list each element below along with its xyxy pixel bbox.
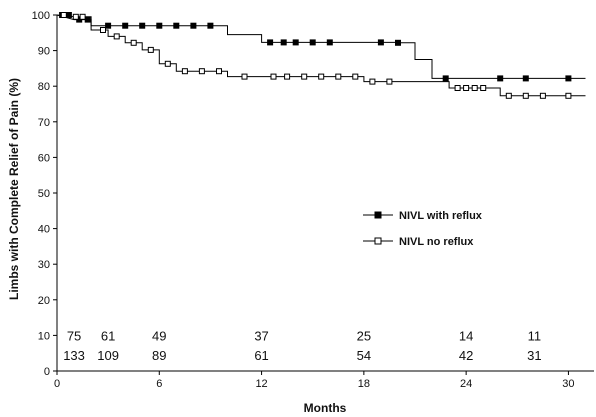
censor-marker-reflux <box>173 22 180 29</box>
series-line-no-reflux <box>56 14 586 97</box>
y-tick-label: 90 <box>38 46 50 58</box>
at-risk-reflux: 75 <box>67 328 81 343</box>
at-risk-no-reflux: 54 <box>357 348 371 363</box>
censor-marker-reflux <box>105 22 112 29</box>
censor-marker-no-reflux <box>539 92 546 99</box>
legend-item-no-reflux: NIVL no reflux <box>363 236 474 248</box>
at-risk-no-reflux: 61 <box>254 348 268 363</box>
at-risk-no-reflux: 89 <box>152 348 166 363</box>
censor-marker-reflux <box>84 16 91 23</box>
x-axis-ticks: 0 6 12 18 24 30 <box>54 371 575 390</box>
censor-marker-no-reflux <box>352 73 359 80</box>
axes <box>56 15 594 372</box>
censor-marker-no-reflux <box>79 13 86 20</box>
at-risk-reflux: 37 <box>254 328 268 343</box>
at-risk-no-reflux: 42 <box>459 348 473 363</box>
y-tick-label: 30 <box>38 259 50 271</box>
censor-marker-no-reflux <box>164 60 171 67</box>
censor-marker-reflux <box>292 39 299 46</box>
censor-marker-no-reflux <box>216 68 222 75</box>
series-line-reflux <box>56 14 586 79</box>
x-tick-label: 12 <box>255 378 267 390</box>
x-tick-label: 30 <box>562 378 574 390</box>
y-tick-label: 100 <box>32 10 50 22</box>
censor-marker-reflux <box>565 75 572 82</box>
censor-marker-no-reflux <box>463 85 470 91</box>
y-axis-title: Limbs with Complete Relief of Pain (%) <box>7 78 21 300</box>
y-tick-label: 80 <box>38 81 50 93</box>
censor-marker-reflux <box>207 22 214 29</box>
at-risk-reflux: 14 <box>459 328 473 343</box>
censor-marker-no-reflux <box>454 85 461 91</box>
censor-marker-reflux <box>442 75 449 82</box>
censor-marker-reflux <box>309 39 316 46</box>
censor-marker-no-reflux <box>270 73 277 80</box>
censor-marker-no-reflux <box>130 39 137 46</box>
censor-marker-no-reflux <box>565 92 572 99</box>
legend-item-reflux: NIVL with reflux <box>363 210 483 222</box>
series-lines <box>56 12 586 99</box>
y-tick-label: 60 <box>38 152 50 164</box>
censor-marker-no-reflux <box>480 85 487 91</box>
censor-marker-reflux <box>522 75 529 82</box>
censor-marker-reflux <box>497 75 504 82</box>
censor-marker-reflux <box>156 22 163 29</box>
legend-label-reflux: NIVL with reflux <box>399 210 483 222</box>
at-risk-reflux: 11 <box>528 328 542 343</box>
at-risk-reflux: 25 <box>357 328 371 343</box>
x-axis-title: Months <box>304 401 347 415</box>
legend-label-no-reflux: NIVL no reflux <box>399 236 474 248</box>
censor-marker-no-reflux <box>241 73 248 80</box>
censor-marker-no-reflux <box>72 13 79 20</box>
x-tick-label: 6 <box>156 378 162 390</box>
censor-marker-no-reflux <box>318 73 325 80</box>
censor-marker-no-reflux <box>181 68 188 75</box>
censor-marker-no-reflux <box>386 78 393 85</box>
at-risk-no-reflux: 133 <box>63 348 85 363</box>
at-risk-no-reflux: 109 <box>97 348 119 363</box>
censor-marker-reflux <box>395 39 401 46</box>
at-risk-reflux: 49 <box>152 328 166 343</box>
censor-marker-no-reflux <box>113 33 120 40</box>
at-risk-reflux: 61 <box>101 328 115 343</box>
censor-marker-no-reflux <box>284 73 291 80</box>
y-tick-label: 70 <box>38 117 50 129</box>
censor-marker-no-reflux <box>60 12 67 18</box>
censor-marker-reflux <box>190 22 197 29</box>
y-tick-label: 50 <box>38 188 50 200</box>
y-axis-ticks: 0 10 20 30 40 50 60 70 80 90 100 <box>32 10 57 378</box>
censor-marker-reflux <box>377 39 384 46</box>
at-risk-no-reflux: 31 <box>527 348 541 363</box>
x-tick-label: 18 <box>358 378 370 390</box>
censor-marker-reflux <box>280 39 287 46</box>
at-risk-numbers: 75 61 49 37 25 14 11 133 109 89 61 54 42 31 <box>63 328 541 363</box>
censor-marker-no-reflux <box>522 92 529 99</box>
y-tick-label: 40 <box>38 224 50 236</box>
censor-marker-no-reflux <box>147 46 154 53</box>
legend-marker-open-square <box>374 237 382 245</box>
x-tick-label: 24 <box>460 378 472 390</box>
censor-marker-no-reflux <box>198 68 205 75</box>
y-tick-label: 0 <box>44 366 50 378</box>
legend-marker-filled-square <box>374 211 382 219</box>
censor-marker-no-reflux <box>369 78 376 85</box>
censor-marker-reflux <box>326 39 333 46</box>
censor-marker-reflux <box>267 39 274 46</box>
y-tick-label: 10 <box>38 330 50 342</box>
x-tick-label: 0 <box>54 378 60 390</box>
censor-marker-no-reflux <box>100 27 106 33</box>
legend: NIVL with reflux NIVL no reflux <box>363 210 483 248</box>
censor-marker-no-reflux <box>471 85 478 91</box>
y-tick-label: 20 <box>38 295 50 307</box>
censor-marker-no-reflux <box>301 73 308 80</box>
censor-marker-no-reflux <box>505 92 512 99</box>
censor-marker-reflux <box>122 22 129 29</box>
censor-marker-reflux <box>139 22 146 29</box>
censor-marker-no-reflux <box>335 73 342 80</box>
